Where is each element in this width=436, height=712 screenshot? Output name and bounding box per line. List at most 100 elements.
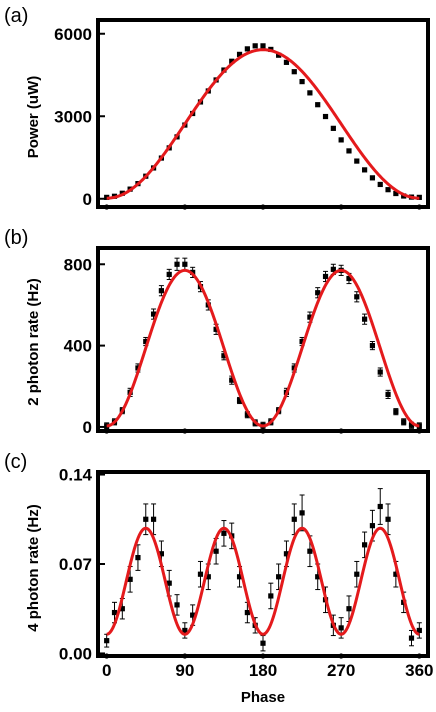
- y-tick-label-b-0: 0: [83, 418, 92, 437]
- x-tick-b-3: [338, 428, 344, 434]
- data-point-c-15: [221, 530, 227, 536]
- data-point-c-7: [158, 551, 164, 557]
- data-point-b-35: [377, 369, 383, 375]
- data-point-c-35: [377, 503, 383, 510]
- data-point-c-36: [385, 516, 391, 522]
- x-tick-b-1: [182, 428, 188, 434]
- x-tick-c-1: [182, 653, 188, 659]
- data-point-c-4: [135, 555, 141, 561]
- data-point-a-16: [229, 58, 235, 64]
- panel-label-c: (c): [4, 451, 27, 473]
- x-tick-a-2: [260, 204, 266, 210]
- x-tick-b-4: [416, 428, 422, 434]
- panel-b: (b) 2 photon rate (Hz) 0 400 800: [4, 227, 430, 437]
- x-tick-c-0: [104, 653, 110, 659]
- data-point-c-30: [338, 625, 344, 631]
- data-point-a-26: [307, 90, 313, 96]
- plot-frame-c: [96, 470, 430, 658]
- data-point-b-28: [322, 273, 329, 280]
- data-point-b-26: [307, 314, 313, 320]
- data-point-a-32: [354, 158, 360, 164]
- data-point-b-16: [229, 377, 235, 383]
- data-point-b-34: [369, 343, 376, 349]
- data-point-a-19: [252, 43, 258, 49]
- data-point-b-36: [385, 391, 391, 397]
- data-point-a-27: [315, 102, 321, 108]
- data-point-c-26: [307, 548, 313, 554]
- y-axis-label-c: 4 photon rate (Hz): [25, 504, 42, 632]
- x-axis-label: Phase: [241, 689, 285, 706]
- x-tick-b-0: [104, 428, 110, 434]
- data-point-c-11: [190, 612, 196, 618]
- data-point-b-17: [236, 397, 243, 404]
- data-point-a-33: [362, 167, 368, 173]
- panel-label-a: (a): [4, 5, 28, 27]
- data-point-a-20: [260, 43, 266, 49]
- data-point-a-30: [338, 137, 344, 143]
- data-point-c-6: [150, 516, 157, 522]
- x-tick-c-3: [338, 653, 344, 659]
- panel-label-b: (b): [4, 227, 28, 249]
- data-point-b-15: [221, 353, 227, 359]
- y-axis-label-a: Power (uW): [25, 76, 42, 159]
- data-point-c-3: [127, 576, 133, 582]
- data-point-a-31: [346, 148, 352, 154]
- data-point-c-9: [174, 602, 180, 608]
- fit-curve-c: [106, 526, 420, 636]
- data-point-c-0: [104, 638, 110, 644]
- data-point-c-33: [362, 542, 368, 548]
- data-point-a-22: [276, 52, 282, 58]
- data-point-c-27: [315, 574, 321, 580]
- x-tick-a-1: [182, 204, 188, 210]
- y-tick-label-b-2: 800: [64, 255, 92, 274]
- data-point-b-31: [346, 275, 352, 282]
- data-point-c-21: [268, 593, 274, 599]
- data-point-b-25: [299, 338, 305, 345]
- data-point-a-28: [322, 113, 329, 120]
- data-point-a-37: [393, 190, 399, 197]
- y-tick-label-c-1: 0.07: [59, 555, 92, 574]
- data-point-c-8: [166, 580, 172, 586]
- x-tick-a-4: [416, 204, 422, 210]
- data-point-b-38: [401, 419, 407, 425]
- y-tick-label-c-2: 0.14: [59, 466, 93, 485]
- data-point-c-32: [354, 571, 360, 577]
- data-point-c-24: [291, 516, 297, 522]
- y-axis-label-b: 2 photon rate (Hz): [25, 278, 42, 406]
- data-point-c-2: [119, 606, 125, 612]
- data-point-a-29: [330, 125, 336, 131]
- data-point-b-27: [315, 290, 321, 296]
- x-tick-b-2: [260, 428, 266, 434]
- data-point-c-10: [182, 627, 188, 634]
- data-point-c-20: [260, 640, 266, 646]
- y-tick-label-a-0: 0: [83, 190, 92, 209]
- data-point-c-37: [393, 571, 399, 577]
- data-point-a-18: [244, 46, 250, 52]
- data-point-a-25: [299, 79, 305, 85]
- data-point-c-13: [205, 574, 211, 580]
- fit-curve-b: [106, 268, 420, 428]
- data-point-b-8: [166, 271, 172, 278]
- data-point-b-18: [244, 412, 250, 418]
- data-point-c-14: [213, 548, 219, 554]
- data-point-b-7: [158, 288, 164, 294]
- data-point-b-32: [354, 294, 360, 300]
- data-point-c-34: [369, 523, 376, 529]
- fit-curve-a: [106, 48, 420, 200]
- x-tick-label-c-2: 180: [249, 661, 277, 680]
- data-point-a-35: [377, 181, 383, 188]
- data-point-c-23: [283, 551, 290, 557]
- data-point-c-25: [299, 510, 305, 516]
- data-point-a-24: [291, 69, 297, 75]
- data-point-a-17: [236, 51, 243, 57]
- data-point-c-40: [416, 627, 422, 634]
- data-point-b-5: [143, 338, 149, 345]
- data-point-a-36: [385, 187, 391, 193]
- data-point-c-1: [111, 609, 118, 616]
- y-tick-label-a-1: 3000: [54, 107, 92, 126]
- data-point-b-37: [393, 409, 399, 415]
- data-point-a-34: [369, 175, 376, 181]
- panel-a: (a) Power (uW) 0 3000 6000: [4, 5, 430, 210]
- data-point-c-5: [143, 516, 149, 522]
